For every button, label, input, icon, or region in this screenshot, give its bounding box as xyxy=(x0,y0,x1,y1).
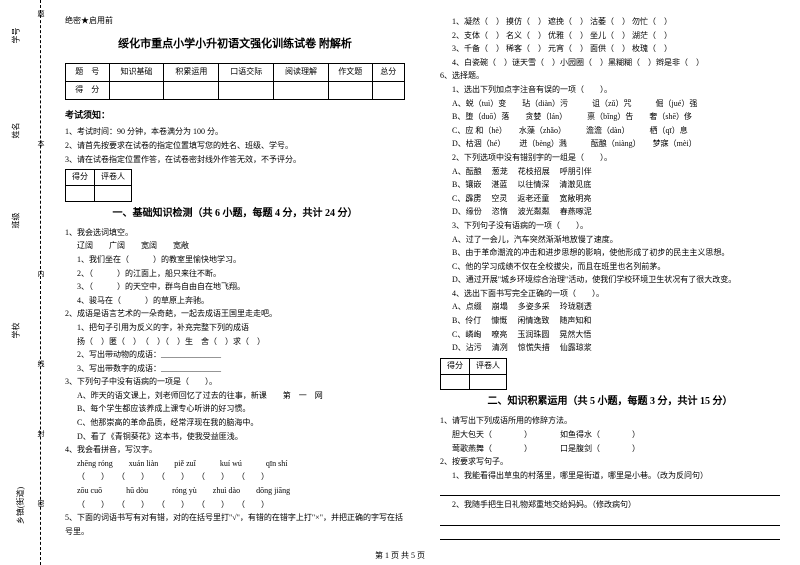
paper-title: 绥化市重点小学小升初语文强化训练试卷 附解析 xyxy=(65,36,405,54)
s2q1-stem: 1、请写出下列成语所用的修辞方法。 xyxy=(440,414,780,428)
q1-line: 3、（ ）的天空中，群鸟自由自在地飞翔。 xyxy=(65,280,405,294)
q6-s1: 1、选出下列加点字注音有误的一项（ ）。 xyxy=(440,83,780,97)
grader-table: 得分评卷人 xyxy=(65,169,132,202)
margin-field-banji: 班级 xyxy=(8,215,24,226)
q2-l4: 3、写出带数字的成语：_______________ xyxy=(65,362,405,376)
table-row: 题 号 知识基础 积累运用 口语交际 阅读理解 作文题 总分 xyxy=(66,64,405,82)
margin-field-xiangzhen: 乡镇(街道) xyxy=(2,500,39,511)
s2q2-l2: 2、我随手把生日礼物郑重地交给妈妈。（修改病句） xyxy=(440,498,780,512)
q4-blank: （ ） （ ） （ ） （ ） （ ） xyxy=(65,470,405,484)
notice-item: 1、考试时间：90 分钟，本卷满分为 100 分。 xyxy=(65,125,405,139)
q2-l1: 1、把句子引用为反义的字，补充完整下列的成语 xyxy=(65,321,405,335)
q2-stem: 2、成语是语言艺术的一朵奇葩，一起去成语王国里走走吧。 xyxy=(65,307,405,321)
s2q2-stem: 2、按要求写句子。 xyxy=(440,455,780,469)
q1-line: 4、骏马在（ ）的草原上奔驰。 xyxy=(65,294,405,308)
q1-words: 辽阔 广阔 宽阔 宽敞 xyxy=(65,239,405,253)
q3-opt: B、每个学生都应该养成上课专心听讲的好习惯。 xyxy=(65,402,405,416)
s2q2-l1: 1、我能看得出草虫的村落里，哪里是街道，哪里是小巷。（改为反问句） xyxy=(440,469,780,483)
q6-stem: 6、选择题。 xyxy=(440,69,780,83)
q6-opt: A、点缀 崩塌 多姿多采 玲珑剔透 xyxy=(440,300,780,314)
seal-char-1: 题 xyxy=(36,10,46,17)
seal-char-2: 本 xyxy=(36,140,46,147)
q6-opt: C、他的学习成绩不仅在全校拔尖，而且在班里也名列前茅。 xyxy=(440,260,780,274)
q6-opt: D、沾污 清冽 惊慌失措 仙露琼浆 xyxy=(440,341,780,355)
seal-char-4: 线 xyxy=(36,360,46,367)
q3-opt: D、看了《青铜葵花》这本书，使我受益匪浅。 xyxy=(65,430,405,444)
seal-char-5: 封 xyxy=(36,430,46,437)
q6-opt: D、枯涸（hé） 迸（bèng）溅 酝酿（niàng） 梦寐（mèi） xyxy=(440,137,780,151)
q4-stem: 4、我会看拼音，写汉字。 xyxy=(65,443,405,457)
q6-s3: 3、下列句子没有语病的一项（ ）。 xyxy=(440,219,780,233)
page-footer: 第 1 页 共 5 页 xyxy=(0,550,800,561)
q6-opt: C、应 和（hè） 水藻（zhǎo） 澹澹（dàn） 栖（qī）息 xyxy=(440,124,780,138)
q6-opt: C、霹雳 空灵 返老还童 宽敞明亮 xyxy=(440,192,780,206)
score-table: 题 号 知识基础 积累运用 口语交际 阅读理解 作文题 总分 得 分 xyxy=(65,63,405,100)
q3-opt: C、他那崇高的革命品质，经常浮现在我的脑海中。 xyxy=(65,416,405,430)
seal-char-3: 内 xyxy=(36,270,46,277)
margin-field-xuehao: 学号 xyxy=(8,30,24,41)
r-line: 2、支体（ ） 名义（ ） 优雅（ ） 坐儿（ ） 湖茫（ ） xyxy=(440,29,780,43)
q2-l3: 2、写出带动物的成语：_______________ xyxy=(65,348,405,362)
q3-opt: A、昨天的语文课上，刘老师回忆了过去的往事，新课 第 一 网 xyxy=(65,389,405,403)
s2q1-l2: 莺歌燕舞（ ） 口是腹剑（ ） xyxy=(440,442,780,456)
fold-line xyxy=(40,0,41,565)
q6-s2: 2、下列选项中没有错别字的一组是（ ）。 xyxy=(440,151,780,165)
q6-s4: 4、选出下面书写完全正确的一项（ ）。 xyxy=(440,287,780,301)
q1-line: 1、我们坐在（ ）的教室里愉快地学习。 xyxy=(65,253,405,267)
q4-py: zhēng róng xuán liàn piě zuǐ kuí wú qīn … xyxy=(65,457,405,471)
q6-opt: C、嶙峋 嘹亮 玉润珠圆 晃然大悟 xyxy=(440,328,780,342)
q4-py2: zōu cuō hū dòu róng yù zhuì dào dōng jiā… xyxy=(65,484,405,498)
left-column: 绝密★启用前 绥化市重点小学小升初语文强化训练试卷 附解析 题 号 知识基础 积… xyxy=(50,0,425,565)
answer-line xyxy=(440,514,780,526)
q2-l2: 扬（ ）匿（ ） （ ）（ ）生 舍（ ）求（ ） xyxy=(65,335,405,349)
notice-item: 3、请在试卷指定位置作答，在试卷密封线外作答无效，不予评分。 xyxy=(65,153,405,167)
right-column: 1、凝然（ ） 摸仿（ ） 遮挽（ ） 沽萎（ ） 勿忙（ ） 2、支体（ ） … xyxy=(425,0,800,565)
seal-char-6: 密 xyxy=(36,500,46,507)
q6-opt: A、酝酿 葱茏 花枝招展 呼朋引伴 xyxy=(440,165,780,179)
answer-line xyxy=(440,528,780,540)
section2-title: 二、知识积累运用（共 5 小题，每题 3 分，共计 15 分） xyxy=(440,394,780,410)
q6-opt: A、过了一会儿，汽车突然渐渐地放慢了速度。 xyxy=(440,233,780,247)
r-line: 3、千备（ ） 稀客（ ） 元宵（ ） 面供（ ） 枚瑰（ ） xyxy=(440,42,780,56)
q6-opt: D、缘份 恣惰 波光粼粼 春燕啄泥 xyxy=(440,205,780,219)
q6-opt: B、伶仃 慷慨 闲情逸致 随声知和 xyxy=(440,314,780,328)
secret-label: 绝密★启用前 xyxy=(65,15,405,28)
section1-title: 一、基础知识检测（共 6 小题，每题 4 分，共计 24 分） xyxy=(65,206,405,222)
r-line: 1、凝然（ ） 摸仿（ ） 遮挽（ ） 沽萎（ ） 勿忙（ ） xyxy=(440,15,780,29)
q6-opt: B、由于革命潮流的冲击和进步思想的影响，使他形成了初步的民主主义思想。 xyxy=(440,246,780,260)
q6-opt: B、堕（duō）落 贪婪（lán） 禀（bǐng）告 奢（shē）侈 xyxy=(440,110,780,124)
q6-opt: B、镶嵌 湛蓝 以往情深 清澈见底 xyxy=(440,178,780,192)
table-row: 得 分 xyxy=(66,82,405,100)
q1-stem: 1、我会选词填空。 xyxy=(65,226,405,240)
notice-heading: 考试须知： xyxy=(65,108,405,122)
q6-opt: A、蜕（tuì）变 玷（diàn）污 诅（zǔ）咒 倔（jué）强 xyxy=(440,97,780,111)
grader-table-2: 得分评卷人 xyxy=(440,358,507,391)
r-line: 4、白瓷碗（ ）谜天雪（ ）小园圈（ ）黑糊糊（ ）辫是非（ ） xyxy=(440,56,780,70)
margin-field-xuexiao: 学校 xyxy=(8,325,24,336)
answer-line xyxy=(440,484,780,496)
notice-item: 2、请首先按要求在试卷的指定位置填写您的姓名、班级、学号。 xyxy=(65,139,405,153)
q3-stem: 3、下列句子中没有语病的一项是（ ）。 xyxy=(65,375,405,389)
margin-field-xingming: 姓名 xyxy=(8,125,24,136)
q6-opt: D、通过开展"城乡环境综合治理"活动，使我们学校环境卫生状况有了很大改变。 xyxy=(440,273,780,287)
q1-line: 2、（ ）的江面上，船只来往不断。 xyxy=(65,267,405,281)
q4-blank2: （ ） （ ） （ ） （ ） （ ） xyxy=(65,498,405,512)
q5: 5、下面的词语书写有对有错，对的在括号里打"√"，有错的在错字上打"×"，并把正… xyxy=(65,511,405,538)
s2q1-l1: 胆大包天（ ） 如鱼得水（ ） xyxy=(440,428,780,442)
binding-margin: 学号 姓名 班级 学校 乡镇(街道) 题 本 内 线 封 密 xyxy=(0,0,50,565)
